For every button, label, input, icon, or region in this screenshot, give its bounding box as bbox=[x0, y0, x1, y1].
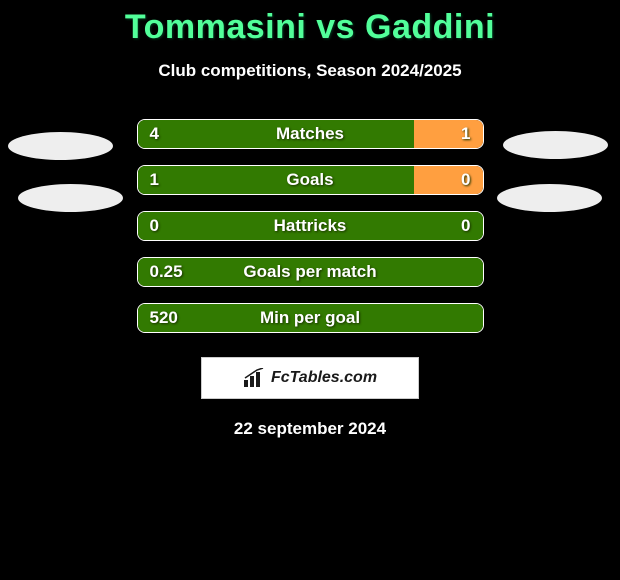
stat-row: 0.25 Goals per match bbox=[0, 249, 620, 295]
stat-right-value: 1 bbox=[461, 124, 470, 144]
page-title: Tommasini vs Gaddini bbox=[0, 8, 620, 47]
brand-icon bbox=[243, 368, 265, 388]
stat-label: Hattricks bbox=[274, 216, 347, 236]
stat-bar: 520 Min per goal bbox=[137, 303, 484, 333]
bar-overlay: 0 Hattricks 0 bbox=[138, 212, 483, 240]
comparison-chart: 4 Matches 1 1 Goals 0 0 Hattricks 0 0.25 Goals per… bbox=[0, 111, 620, 341]
stat-bar: 0 Hattricks 0 bbox=[137, 211, 484, 241]
brand-text: FcTables.com bbox=[271, 369, 377, 387]
stat-left-value: 1 bbox=[150, 170, 159, 190]
stat-row: 520 Min per goal bbox=[0, 295, 620, 341]
stat-left-value: 0 bbox=[150, 216, 159, 236]
stat-label: Goals bbox=[286, 170, 333, 190]
stat-left-value: 4 bbox=[150, 124, 159, 144]
subtitle: Club competitions, Season 2024/2025 bbox=[0, 61, 620, 81]
stat-label: Min per goal bbox=[260, 308, 360, 328]
stat-right-value: 0 bbox=[461, 216, 470, 236]
stat-right-value: 0 bbox=[461, 170, 470, 190]
stat-row: 1 Goals 0 bbox=[0, 157, 620, 203]
stat-row: 0 Hattricks 0 bbox=[0, 203, 620, 249]
bar-overlay: 0.25 Goals per match bbox=[138, 258, 483, 286]
bar-overlay: 520 Min per goal bbox=[138, 304, 483, 332]
brand-card[interactable]: FcTables.com bbox=[201, 357, 419, 399]
h2h-container: Tommasini vs Gaddini Club competitions, … bbox=[0, 8, 620, 580]
stat-left-value: 520 bbox=[150, 308, 178, 328]
stat-left-value: 0.25 bbox=[150, 262, 183, 282]
stat-bar: 0.25 Goals per match bbox=[137, 257, 484, 287]
stat-row: 4 Matches 1 bbox=[0, 111, 620, 157]
date-text: 22 september 2024 bbox=[0, 419, 620, 439]
stat-label: Matches bbox=[276, 124, 344, 144]
stat-bar: 1 Goals 0 bbox=[137, 165, 484, 195]
bar-overlay: 4 Matches 1 bbox=[138, 120, 483, 148]
bar-overlay: 1 Goals 0 bbox=[138, 166, 483, 194]
stat-bar: 4 Matches 1 bbox=[137, 119, 484, 149]
stat-label: Goals per match bbox=[243, 262, 376, 282]
